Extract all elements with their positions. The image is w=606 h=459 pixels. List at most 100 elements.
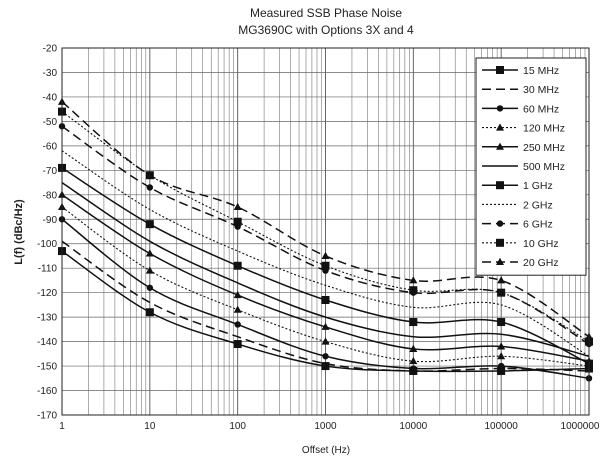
- series-marker: [321, 261, 330, 270]
- series-marker: [496, 66, 504, 74]
- series-marker: [409, 286, 418, 295]
- series-marker: [233, 217, 242, 226]
- legend-label: 20 GHz: [523, 257, 559, 269]
- y-tick-label: -60: [43, 141, 58, 152]
- y-tick-label: -40: [43, 92, 58, 103]
- legend-label: 30 MHz: [523, 84, 559, 96]
- legend-item: 10 GHz: [482, 238, 559, 250]
- series-marker: [145, 308, 154, 317]
- x-tick-label: 1000000: [561, 421, 600, 432]
- series-marker: [233, 290, 242, 299]
- series-marker: [409, 356, 418, 365]
- series-marker: [409, 344, 418, 352]
- series-marker: [321, 296, 330, 305]
- series-250-mhz: [58, 190, 593, 365]
- y-tick-label: -70: [43, 166, 58, 177]
- legend-item: 120 MHz: [482, 123, 565, 135]
- y-tick-label: -150: [37, 362, 57, 373]
- x-tick-labels: 1 10 100 1000 10000 100000 1000000: [59, 421, 600, 432]
- series-marker: [497, 342, 506, 350]
- y-tick-label: -30: [43, 68, 58, 79]
- series-marker: [497, 288, 506, 297]
- legend-item: 60 MHz: [482, 103, 559, 115]
- legend: 15 MHz 30 MHz 60 MHz 120 MHz 250 MHz 500 MHz 1…: [475, 57, 587, 276]
- legend-item: 1 GHz: [482, 180, 553, 192]
- series-marker: [497, 276, 506, 284]
- series-marker: [496, 220, 504, 227]
- series-marker: [321, 322, 330, 330]
- legend-item: 2 GHz: [482, 199, 553, 211]
- y-tick-label: -110: [38, 264, 58, 275]
- series-line: [61, 150, 590, 357]
- series-2-ghz: [61, 150, 590, 357]
- x-tick-label: 10: [144, 421, 156, 432]
- legend-label: 120 MHz: [523, 123, 565, 135]
- plot-frame: [61, 47, 590, 416]
- x-tick-label: 1: [59, 421, 65, 432]
- series-marker: [497, 366, 506, 375]
- y-tick-label: -100: [37, 239, 57, 250]
- series-marker: [321, 251, 330, 259]
- series-line: [61, 181, 590, 358]
- legend-label: 60 MHz: [523, 103, 559, 115]
- legend-label: 2 GHz: [523, 199, 553, 211]
- legend-item: 250 MHz: [482, 142, 565, 154]
- series-500-mhz: [61, 181, 590, 358]
- series-marker: [234, 321, 241, 328]
- series-marker: [497, 362, 505, 370]
- x-tick-label: 10000: [399, 421, 427, 432]
- series-marker: [145, 266, 154, 274]
- series-marker: [410, 365, 417, 372]
- chart-title: Measured SSB Phase Noise: [250, 6, 402, 20]
- series-marker: [496, 257, 504, 265]
- y-tick-label: -160: [37, 386, 57, 397]
- x-tick-label: 1000: [314, 421, 337, 432]
- chart-subtitle: MG3690C with Options 3X and 4: [238, 23, 414, 37]
- series-marker: [496, 105, 504, 112]
- y-tick-label: -120: [37, 288, 57, 299]
- series-marker: [146, 184, 154, 191]
- series-marker: [146, 284, 154, 291]
- series-marker: [321, 337, 330, 345]
- legend-item: 30 MHz: [482, 84, 559, 96]
- x-tick-label: 100000: [484, 421, 518, 432]
- legend-label: 10 GHz: [523, 238, 559, 250]
- series-marker: [322, 353, 329, 360]
- series-marker: [321, 362, 330, 371]
- legend-item: 6 GHz: [482, 219, 553, 231]
- series-marker: [496, 123, 504, 131]
- legend-label: 15 MHz: [523, 65, 559, 77]
- y-tick-label: -130: [37, 313, 57, 324]
- series-marker: [233, 340, 242, 349]
- legend-item: 500 MHz: [482, 161, 565, 173]
- legend-label: 6 GHz: [523, 219, 553, 231]
- series-marker: [496, 181, 504, 190]
- series-marker: [145, 249, 154, 257]
- y-tick-label: -140: [37, 337, 57, 348]
- series-marker: [233, 202, 242, 211]
- legend-label: 500 MHz: [523, 161, 565, 173]
- series-marker: [145, 171, 154, 179]
- series-marker: [496, 238, 504, 247]
- y-tick-label: -20: [43, 44, 58, 55]
- y-tick-label: -170: [37, 411, 57, 422]
- series-marker: [409, 318, 418, 327]
- legend-item: 20 GHz: [482, 257, 559, 269]
- y-tick-label: -80: [43, 190, 58, 201]
- series-marker: [497, 318, 506, 327]
- y-tick-label: -90: [43, 215, 58, 226]
- series-60-mhz: [58, 216, 593, 382]
- x-axis-label: Offset (Hz): [302, 445, 350, 456]
- series-marker: [496, 142, 504, 150]
- y-tick-labels: -20 -30 -40 -50 -60 -70 -80 -90 -100 -110 -120 -130…: [37, 44, 57, 422]
- series-marker: [145, 220, 154, 229]
- legend-item: 15 MHz: [482, 65, 559, 77]
- series-marker: [409, 276, 418, 284]
- legend-label: 1 GHz: [523, 180, 553, 192]
- legend-label: 250 MHz: [523, 142, 565, 154]
- y-axis-label: L(f) (dBc/Hz): [13, 199, 25, 265]
- series-marker: [233, 261, 242, 270]
- series-marker: [233, 305, 242, 313]
- series-lines: [58, 97, 593, 382]
